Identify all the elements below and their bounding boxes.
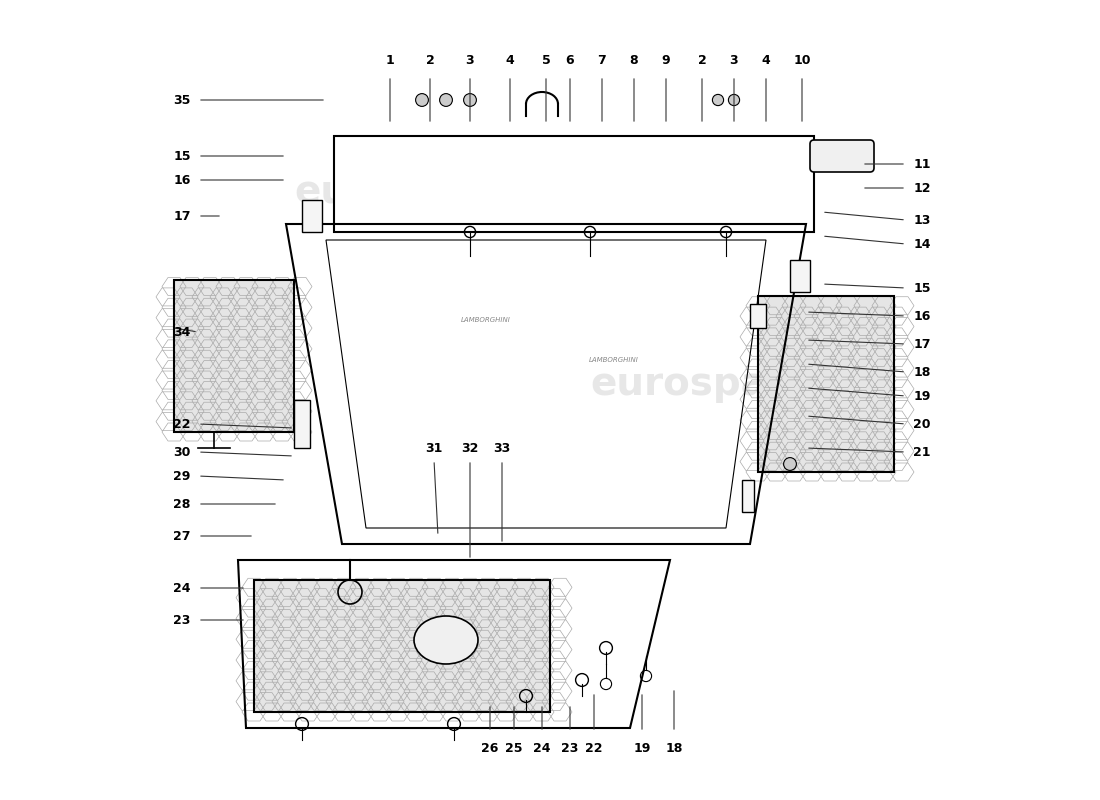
- Circle shape: [713, 94, 724, 106]
- Text: 5: 5: [541, 54, 550, 66]
- Text: 12: 12: [913, 182, 931, 194]
- Text: 13: 13: [913, 214, 931, 226]
- Text: 4: 4: [506, 54, 515, 66]
- Text: 16: 16: [913, 310, 931, 322]
- Bar: [354, 160, 474, 220]
- Text: LAMBORGHINI: LAMBORGHINI: [461, 317, 510, 323]
- Text: 16: 16: [174, 174, 190, 186]
- Text: 17: 17: [174, 210, 190, 222]
- Text: eurospares: eurospares: [294, 173, 539, 211]
- Text: 18: 18: [913, 366, 931, 378]
- Text: 19: 19: [634, 742, 651, 754]
- Text: 24: 24: [534, 742, 551, 754]
- FancyBboxPatch shape: [334, 136, 814, 232]
- Text: 23: 23: [174, 614, 190, 626]
- Text: 20: 20: [913, 418, 931, 430]
- Text: 21: 21: [913, 446, 931, 458]
- FancyBboxPatch shape: [810, 140, 875, 172]
- Text: 31: 31: [426, 442, 442, 454]
- Text: 27: 27: [174, 530, 190, 542]
- Text: 6: 6: [565, 54, 574, 66]
- Bar: [174, 280, 294, 432]
- Text: 25: 25: [505, 742, 522, 754]
- Text: 3: 3: [729, 54, 738, 66]
- Text: 2: 2: [426, 54, 434, 66]
- Circle shape: [463, 94, 476, 106]
- Bar: [758, 296, 894, 472]
- Text: 33: 33: [494, 442, 510, 454]
- Bar: [606, 160, 782, 220]
- Text: 7: 7: [597, 54, 606, 66]
- Text: eurospares: eurospares: [590, 365, 836, 403]
- Circle shape: [440, 94, 452, 106]
- Text: 26: 26: [482, 742, 498, 754]
- Circle shape: [416, 94, 428, 106]
- Bar: [758, 296, 894, 472]
- Bar: [742, 480, 754, 512]
- Text: 2: 2: [697, 54, 706, 66]
- Text: 24: 24: [174, 582, 190, 594]
- Text: 17: 17: [913, 338, 931, 350]
- Text: 15: 15: [174, 150, 190, 162]
- Text: 4: 4: [761, 54, 770, 66]
- Text: 32: 32: [461, 442, 478, 454]
- Bar: [302, 200, 322, 232]
- Text: 22: 22: [585, 742, 603, 754]
- Text: LAMBORGHINI: LAMBORGHINI: [590, 357, 639, 363]
- Text: 8: 8: [629, 54, 638, 66]
- Bar: [750, 304, 766, 328]
- Text: 1: 1: [386, 54, 395, 66]
- Text: 23: 23: [561, 742, 579, 754]
- Text: 30: 30: [174, 446, 190, 458]
- Bar: [174, 280, 294, 432]
- Text: 34: 34: [174, 326, 190, 338]
- Text: 22: 22: [174, 418, 190, 430]
- Text: 18: 18: [666, 742, 683, 754]
- Text: 19: 19: [913, 390, 931, 402]
- Text: 11: 11: [913, 158, 931, 170]
- Text: 3: 3: [465, 54, 474, 66]
- Bar: [294, 400, 310, 448]
- Bar: [790, 260, 810, 292]
- Bar: [254, 580, 550, 712]
- Text: 15: 15: [913, 282, 931, 294]
- Circle shape: [783, 458, 796, 470]
- Text: 35: 35: [174, 94, 190, 106]
- Text: 28: 28: [174, 498, 190, 510]
- Ellipse shape: [414, 616, 478, 664]
- Text: 14: 14: [913, 238, 931, 250]
- Text: 29: 29: [174, 470, 190, 482]
- Text: 10: 10: [793, 54, 811, 66]
- Text: 9: 9: [662, 54, 670, 66]
- Circle shape: [728, 94, 739, 106]
- Bar: [254, 580, 550, 712]
